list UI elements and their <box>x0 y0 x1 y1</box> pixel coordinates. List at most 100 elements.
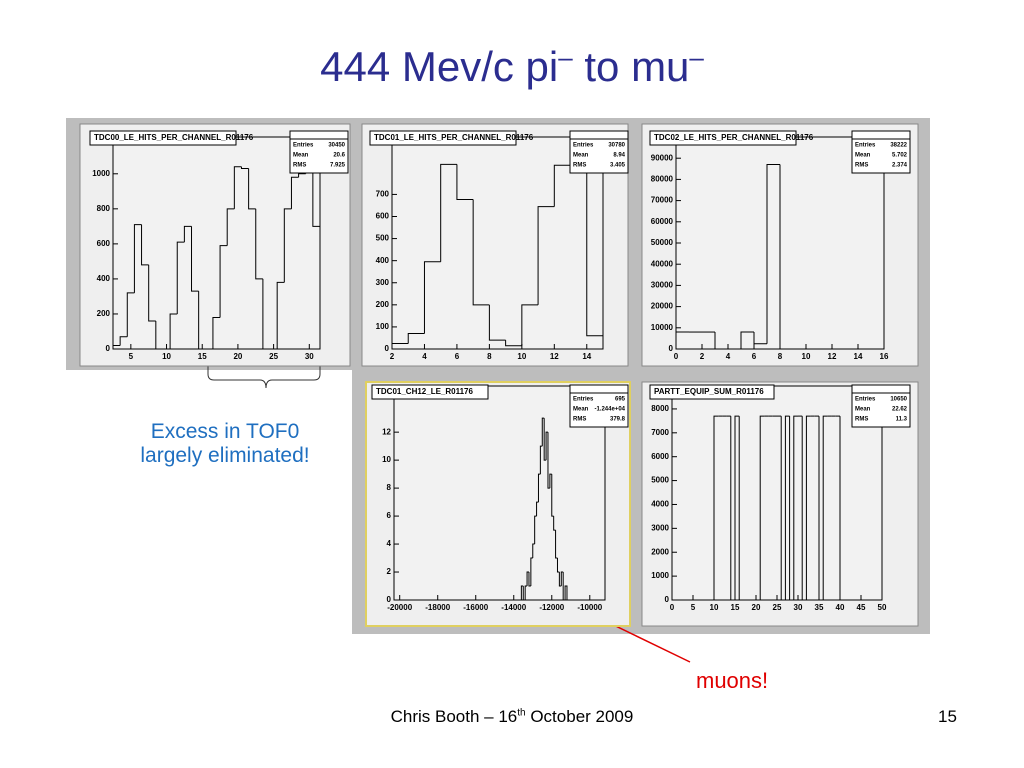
y-tick-label: 8 <box>387 483 392 492</box>
histogram-bin <box>730 416 735 601</box>
x-tick-label: 35 <box>815 603 824 612</box>
annotation: Excess in TOF0 largely eliminated! <box>100 420 350 468</box>
histogram-bin <box>240 166 249 170</box>
histogram-bin <box>505 340 522 347</box>
histogram-bin <box>407 333 425 344</box>
histogram-bin <box>219 245 228 318</box>
y-tick-label: 0 <box>387 595 392 604</box>
footer-text: Chris Booth – 16 <box>390 707 518 726</box>
x-tick-label: 15 <box>198 352 207 361</box>
y-tick-label: 40000 <box>651 259 674 268</box>
y-tick-label: 400 <box>97 274 111 283</box>
histogram-bin <box>233 166 242 209</box>
y-tick-label: 0 <box>669 344 674 353</box>
x-tick-label: 5 <box>691 603 696 612</box>
histogram-bin <box>555 530 558 559</box>
y-tick-label: 600 <box>376 212 390 221</box>
y-tick-label: 6 <box>387 511 392 520</box>
histogram-bin <box>543 418 547 461</box>
stats-name: Mean <box>855 407 871 413</box>
stats-box <box>851 384 911 428</box>
x-tick-label: 25 <box>269 352 278 361</box>
stats-box <box>569 384 629 428</box>
histogram-bin <box>290 176 299 209</box>
title-box <box>649 130 797 146</box>
y-tick-label: 6000 <box>651 452 669 461</box>
plot-frame <box>671 385 883 601</box>
histogram-bin <box>248 168 256 210</box>
x-tick-label: -16000 <box>463 603 488 612</box>
x-tick-label: -18000 <box>425 603 450 612</box>
footer-sup: th <box>517 707 526 719</box>
stats-name: Mean <box>293 153 309 159</box>
histogram-title: TDC01_LE_HITS_PER_CHANNEL_R01176 <box>374 133 534 142</box>
histogram-bin <box>532 543 535 559</box>
y-tick-label: 7000 <box>651 428 669 437</box>
stats-value: 5.702 <box>892 153 908 159</box>
stats-value: 20.6 <box>333 153 345 159</box>
histogram-bin <box>521 304 539 346</box>
histogram-bin <box>276 281 285 349</box>
x-tick-label: 5 <box>129 352 134 361</box>
stats-name: Mean <box>855 153 871 159</box>
histogram-bin <box>530 557 533 587</box>
annotation-muons: muons! <box>696 668 769 693</box>
x-tick-label: 12 <box>828 352 837 361</box>
y-tick-label: 8000 <box>651 404 669 413</box>
stats-value: 695 <box>615 397 626 403</box>
title-text: 444 Mev/c pi <box>320 43 559 90</box>
y-tick-label: 3000 <box>651 523 669 532</box>
title-box <box>369 130 517 146</box>
histogram-bin <box>789 416 794 601</box>
footer-text: October 2009 <box>525 707 634 726</box>
histogram-bin <box>556 558 560 573</box>
histogram-bin <box>176 241 185 314</box>
y-tick-label: 1000 <box>651 571 669 580</box>
histogram-bin <box>520 585 524 600</box>
x-tick-label: 16 <box>880 352 889 361</box>
stats-name: Entries <box>855 397 876 403</box>
stats-value: 38222 <box>890 143 907 149</box>
histogram-bin <box>112 344 121 349</box>
title-box <box>89 130 237 146</box>
histogram-bin <box>198 291 206 350</box>
histogram-bin <box>472 199 490 306</box>
histogram-bin <box>753 332 767 345</box>
annotation-line: largely eliminated! <box>140 444 310 467</box>
y-tick-label: 60000 <box>651 217 674 226</box>
histogram-bin <box>766 164 780 344</box>
histogram-bin <box>191 226 199 292</box>
histogram-bin <box>537 473 541 503</box>
histogram-bin <box>560 571 564 587</box>
histogram-bin <box>805 415 811 600</box>
plot-frame <box>391 136 604 350</box>
histogram-bin <box>549 473 552 489</box>
histogram-bin <box>133 224 142 293</box>
y-tick-label: 80000 <box>651 175 674 184</box>
histogram-bin <box>713 415 719 600</box>
stats-value: 22.62 <box>892 407 908 413</box>
histogram-bin <box>488 304 506 341</box>
histogram-bin <box>714 332 728 350</box>
y-tick-label: 200 <box>97 309 111 318</box>
x-tick-label: 40 <box>836 603 845 612</box>
stats-box <box>851 130 911 174</box>
histogram-bin <box>312 147 321 349</box>
stats-value: 11.3 <box>896 417 908 423</box>
histogram-title: TDC02_LE_HITS_PER_CHANNEL_R01176 <box>654 133 814 142</box>
histogram-bin <box>793 415 798 600</box>
x-tick-label: -14000 <box>501 603 526 612</box>
histogram-bin <box>148 264 156 322</box>
x-tick-label: 0 <box>674 352 679 361</box>
histogram-bin <box>119 336 128 346</box>
stats-value: 8.94 <box>613 153 625 159</box>
y-tick-label: 800 <box>97 204 111 213</box>
histogram-bin <box>784 415 790 600</box>
y-tick-label: 90000 <box>651 153 674 162</box>
histogram-bin <box>283 208 292 283</box>
title-box <box>371 384 489 400</box>
stats-name: RMS <box>573 417 586 423</box>
histogram-bin <box>539 445 543 475</box>
y-tick-label: 700 <box>376 190 390 199</box>
